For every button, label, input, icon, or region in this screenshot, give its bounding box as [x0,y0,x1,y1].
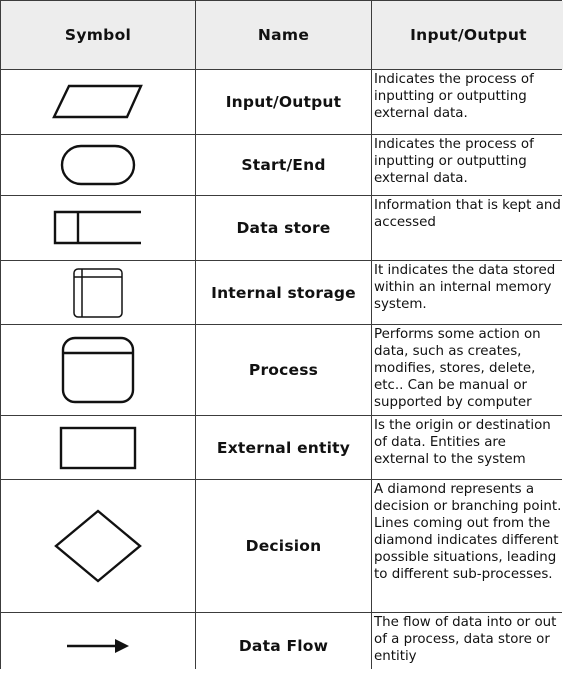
open-rectangle-icon [53,210,141,245]
parallelogram-icon [52,84,143,119]
name-cell: Process [196,325,371,415]
name-cell: Internal storage [196,261,371,324]
description-cell: It indicates the data stored within an i… [372,261,563,324]
description-cell: Performs some action on data, such as cr… [372,325,563,415]
description-cell: Information that is kept and accessed [372,196,563,260]
description-cell: The flow of data into or out of a proces… [372,613,563,678]
symbol-cell [1,261,195,324]
rectangle-icon [59,426,137,469]
diamond-icon [54,509,142,583]
name-cell: Input/Output [196,70,371,134]
name-cell: Data store [196,196,371,260]
name-cell: Start/End [196,135,371,195]
name-cell: External entity [196,416,371,479]
symbol-cell [1,325,195,415]
description-cell: Indicates the process of inputting or ou… [372,135,563,195]
symbol-cell [1,70,195,134]
description-cell: Is the origin or destination of data. En… [372,416,563,479]
symbol-cell [1,196,195,260]
symbol-cell [1,613,195,678]
header-name: Name [196,1,371,69]
symbol-cell [1,480,195,612]
process-box-icon [61,336,135,404]
description-cell: Indicates the process of inputting or ou… [372,70,563,134]
name-cell: Data Flow [196,613,371,678]
arrow-right-icon [67,638,129,653]
description-cell: A diamond represents a decision or branc… [372,480,563,612]
rounded-rectangle-icon [60,144,136,186]
internal-storage-icon [73,267,123,318]
name-cell: Decision [196,480,371,612]
symbol-cell [1,135,195,195]
symbol-cell [1,416,195,479]
header-symbol: Symbol [1,1,195,69]
header-input-output: Input/Output [372,1,563,69]
